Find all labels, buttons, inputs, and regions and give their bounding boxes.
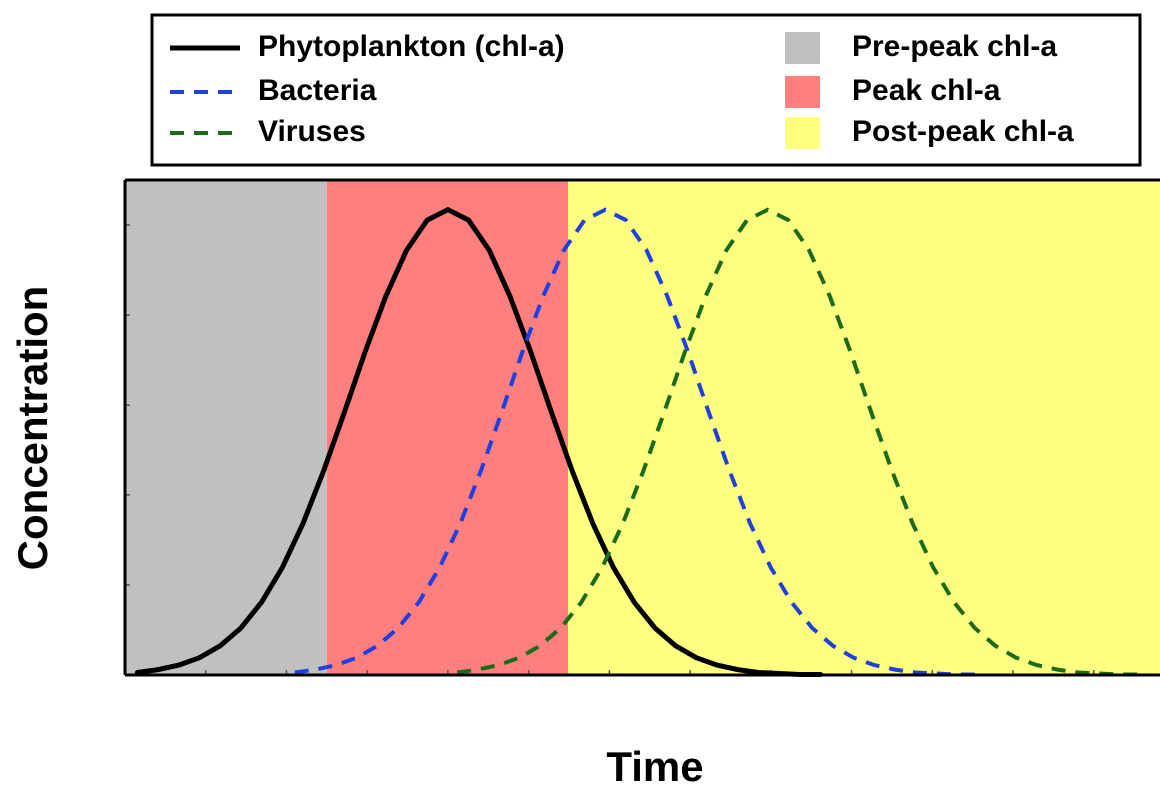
region — [125, 180, 327, 675]
legend-swatch — [785, 32, 820, 64]
legend-swatch — [785, 76, 820, 108]
region — [326, 180, 568, 675]
legend-label: Phytoplankton (chl-a) — [258, 30, 565, 63]
legend-label: Bacteria — [258, 74, 377, 107]
series-line — [134, 206, 823, 677]
y-axis-label: Concentration — [9, 286, 56, 571]
legend-box — [150, 13, 1142, 167]
plot-area — [123, 178, 1160, 677]
series-line — [456, 207, 1141, 677]
legend-label: Peak chl-a — [852, 74, 1001, 107]
legend-swatch — [785, 117, 820, 149]
legend: Phytoplankton (chl-a) Bacteria Viruses Pre-… — [170, 30, 1074, 149]
legend-label: Post-peak chl-a — [852, 115, 1074, 148]
series-line — [294, 207, 978, 677]
legend-label: Pre-peak chl-a — [852, 30, 1057, 63]
x-axis-label: Time — [606, 743, 703, 790]
region — [567, 180, 1160, 675]
legend-label: Viruses — [258, 115, 366, 148]
